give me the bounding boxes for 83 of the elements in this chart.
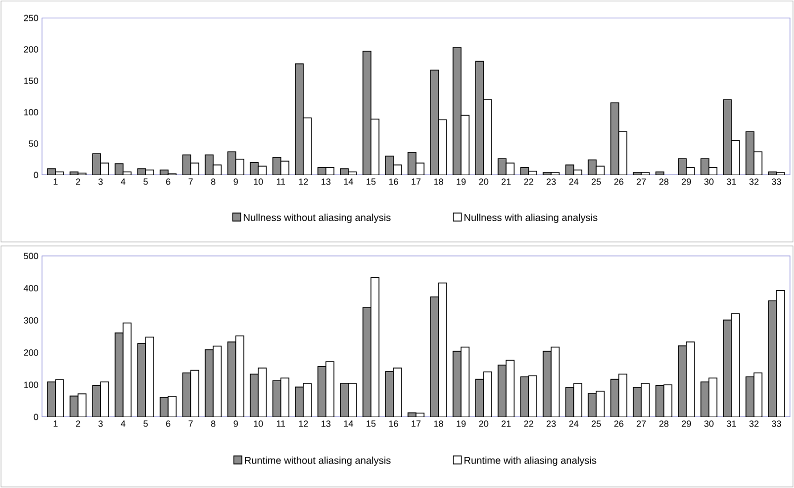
x-tick-label: 11: [276, 420, 286, 427]
x-tick-label: 17: [412, 420, 421, 427]
x-tick-label: 18: [434, 420, 444, 427]
x-tick-label: 26: [614, 420, 624, 427]
x-tick-label: 1: [54, 178, 58, 185]
legend-label: Nullness without aliasing analysis: [244, 214, 391, 223]
x-tick-label: 28: [659, 420, 668, 427]
x-tick-label: 18: [434, 178, 444, 185]
y-tick-label: 50: [28, 140, 38, 147]
x-tick-label: 24: [569, 178, 578, 185]
x-tick-label: 16: [389, 178, 398, 185]
x-tick-label: 32: [749, 178, 758, 185]
x-tick-label: 31: [726, 178, 736, 185]
x-tick-label: 19: [456, 420, 466, 427]
legend-label: Runtime without aliasing analysis: [245, 456, 391, 466]
x-tick-label: 20: [479, 178, 488, 185]
x-tick-label: 25: [592, 178, 601, 185]
x-tick-label: 28: [659, 178, 668, 185]
x-tick-label: 13: [322, 420, 330, 427]
y-tick-label: 300: [24, 317, 38, 324]
x-tick-label: 6: [166, 420, 170, 427]
y-tick-label: 200: [24, 46, 38, 53]
x-tick-label: 10: [254, 420, 263, 427]
x-tick-label: 4: [120, 178, 126, 185]
x-tick-label: 10: [254, 178, 263, 185]
x-tick-label: 27: [636, 420, 646, 427]
x-tick-label: 33: [772, 420, 782, 427]
x-tick-label: 7: [188, 420, 193, 427]
x-tick-label: 19: [456, 178, 466, 185]
x-tick-label: 2: [76, 420, 80, 427]
x-tick-label: 22: [524, 178, 534, 185]
x-tick-label: 30: [704, 420, 714, 427]
x-tick-label: 9: [234, 178, 238, 185]
y-tick-label: 100: [24, 109, 38, 116]
x-tick-label: 7: [188, 178, 193, 185]
x-tick-label: 15: [366, 178, 376, 185]
bar: [655, 171, 664, 175]
x-tick-label: 12: [299, 420, 308, 427]
legend-label: Nullness with aliasing analysis: [464, 214, 598, 223]
x-tick-label: 8: [211, 178, 216, 185]
x-tick-label: 3: [98, 420, 103, 427]
y-tick-label: 100: [24, 382, 38, 388]
x-tick-label: 2: [76, 178, 80, 185]
x-tick-label: 21: [502, 178, 511, 185]
y-tick-label: 500: [24, 252, 38, 260]
x-tick-label: 29: [682, 420, 691, 427]
x-tick-label: 14: [344, 178, 354, 185]
x-tick-label: 14: [344, 420, 354, 427]
y-tick-label: 150: [24, 78, 38, 84]
y-tick-label: 0: [34, 172, 38, 178]
y-tick-label: 200: [24, 349, 38, 356]
x-tick-label: 15: [366, 420, 376, 427]
x-tick-label: 5: [144, 420, 148, 427]
x-tick-label: 22: [524, 420, 534, 427]
x-tick-label: 33: [772, 178, 782, 185]
x-tick-label: 4: [120, 420, 126, 427]
y-tick-label: 0: [34, 414, 38, 420]
y-tick-label: 250: [24, 14, 38, 22]
x-tick-label: 16: [389, 420, 398, 427]
x-tick-label: 26: [614, 178, 624, 185]
x-tick-label: 12: [299, 178, 308, 185]
x-tick-label: 23: [546, 178, 556, 185]
legend-label: Runtime with aliasing analysis: [464, 456, 596, 466]
x-tick-label: 27: [636, 178, 646, 185]
x-tick-label: 32: [749, 420, 758, 427]
x-tick-label: 23: [546, 420, 556, 427]
x-tick-label: 6: [166, 178, 170, 185]
x-tick-label: 29: [682, 178, 691, 185]
x-tick-label: 1: [54, 420, 58, 427]
x-tick-label: 20: [479, 420, 488, 427]
x-tick-label: 17: [412, 178, 421, 185]
x-tick-label: 30: [704, 178, 714, 185]
x-tick-label: 5: [144, 178, 148, 185]
y-tick-label: 400: [24, 285, 38, 292]
x-tick-label: 31: [726, 420, 736, 427]
x-tick-label: 24: [569, 420, 578, 427]
x-tick-label: 21: [502, 420, 511, 427]
x-tick-label: 25: [592, 420, 601, 427]
x-tick-label: 8: [211, 420, 216, 427]
x-tick-label: 13: [322, 178, 330, 185]
x-tick-label: 3: [98, 178, 103, 185]
x-tick-label: 11: [276, 178, 286, 185]
x-tick-label: 9: [234, 420, 238, 427]
